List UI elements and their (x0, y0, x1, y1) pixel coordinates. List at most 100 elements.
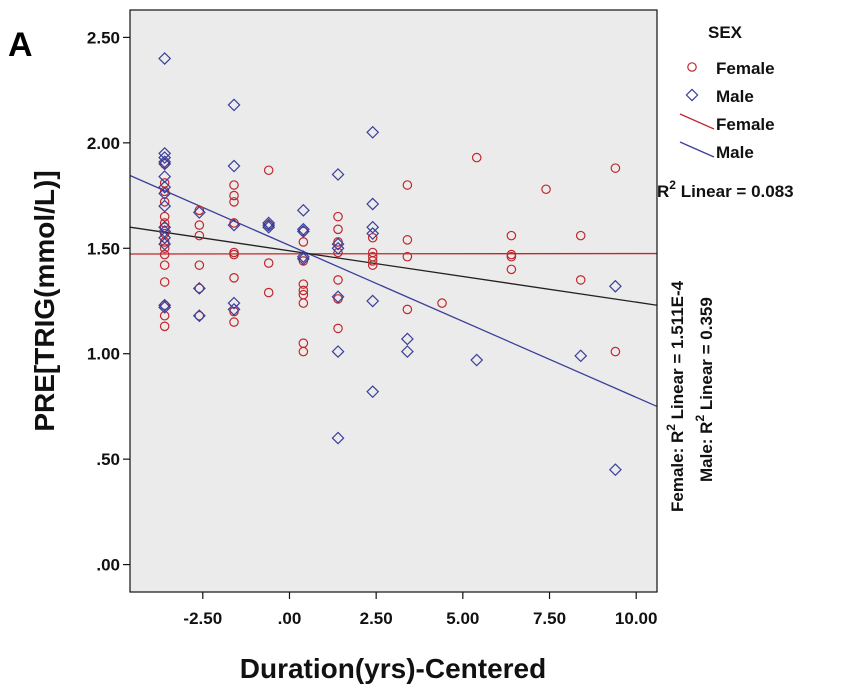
legend-line-male (679, 141, 715, 158)
point-female (298, 289, 309, 300)
y-tick-label: 1.50 (87, 239, 120, 258)
point-female (159, 321, 170, 332)
point-male (262, 216, 276, 230)
point-male (366, 125, 380, 139)
point-female (229, 273, 239, 283)
x-tick-label: 7.50 (533, 609, 566, 628)
point-male (158, 199, 172, 213)
point-male (296, 222, 310, 236)
point-male (227, 218, 241, 232)
point-male (608, 463, 622, 477)
point-male (158, 52, 172, 65)
point-male (296, 252, 310, 266)
legend-marker-male (685, 88, 699, 102)
point-female (229, 197, 239, 207)
point-female (194, 260, 205, 270)
point-female (541, 184, 551, 195)
x-tick-label: .00 (278, 609, 302, 628)
point-male (331, 241, 345, 255)
point-female (367, 247, 378, 258)
point-female (506, 264, 517, 275)
point-female (402, 235, 413, 245)
point-female (506, 249, 517, 260)
point-female (263, 165, 274, 176)
fit-line-total (129, 226, 658, 306)
point-male (262, 218, 276, 232)
y-tick-label: 2.00 (87, 134, 120, 153)
point-female (159, 260, 170, 270)
r2-female-annotation: Female: R2 Linear = 1.511E-4 (664, 280, 687, 512)
y-tick-label: .00 (96, 556, 120, 575)
point-male (158, 155, 172, 169)
point-male (296, 203, 310, 217)
point-female (367, 251, 378, 262)
point-female (263, 287, 274, 298)
point-female (194, 283, 205, 294)
point-male (331, 237, 345, 251)
point-male (400, 332, 414, 346)
fit-lines (129, 174, 658, 408)
point-female (437, 298, 447, 308)
point-male (158, 298, 172, 312)
point-male (296, 250, 310, 264)
point-male (158, 300, 172, 314)
point-male (192, 281, 206, 295)
point-male (158, 224, 172, 238)
point-female (610, 346, 621, 357)
point-female (506, 230, 517, 241)
point-female (194, 220, 205, 230)
point-male (331, 168, 345, 181)
point-male (366, 220, 380, 234)
r2-total-annotation: R2 Linear = 0.083 (657, 178, 794, 201)
legend: SEX Female Male Female Male (679, 23, 775, 162)
plot-area (130, 10, 657, 592)
point-male (192, 309, 206, 323)
point-female (471, 152, 482, 163)
point-male (158, 180, 172, 194)
y-tick-label: 2.50 (87, 28, 120, 47)
plot-frame (129, 9, 658, 593)
legend-label-female: Female (716, 115, 775, 134)
point-male (192, 205, 206, 219)
point-female (298, 279, 309, 289)
point-male (158, 157, 172, 171)
x-tick-label: 2.50 (360, 609, 393, 628)
point-female (298, 338, 309, 348)
point-female (159, 218, 170, 228)
point-male (608, 279, 622, 293)
legend-marker-female (687, 62, 697, 72)
point-male (366, 294, 380, 308)
x-tick-label: -2.50 (183, 609, 222, 628)
point-male (331, 431, 345, 445)
x-tick-label: 10.00 (615, 609, 658, 628)
point-female (194, 310, 205, 321)
r2-male-annotation: Male: R2 Linear = 0.359 (693, 297, 716, 482)
point-male (227, 302, 241, 316)
point-female (333, 211, 343, 222)
point-male (331, 345, 345, 359)
point-female (333, 247, 343, 258)
x-axis: -2.50 .00 2.50 5.00 7.50 10.00 (183, 592, 657, 628)
point-male (227, 296, 241, 310)
point-male (400, 345, 414, 359)
point-male (227, 159, 241, 173)
point-male (366, 227, 380, 240)
point-female (194, 230, 205, 241)
fit-line-male (129, 174, 658, 408)
legend-line-female (679, 113, 715, 130)
point-female (333, 275, 343, 285)
point-female (575, 275, 586, 285)
x-axis-title: Duration(yrs)-Centered (240, 653, 546, 684)
data-points (158, 52, 622, 477)
point-female (159, 197, 170, 207)
legend-label-male: Male (716, 87, 754, 106)
point-female (402, 251, 413, 262)
point-female (402, 180, 413, 190)
point-male (470, 353, 484, 367)
point-male (574, 349, 588, 363)
point-female (333, 224, 343, 235)
legend-label-female: Female (716, 59, 775, 78)
point-male (366, 385, 380, 399)
y-axis: .00 .50 1.00 1.50 2.00 2.50 (87, 28, 130, 575)
panel-label: A (8, 26, 33, 64)
